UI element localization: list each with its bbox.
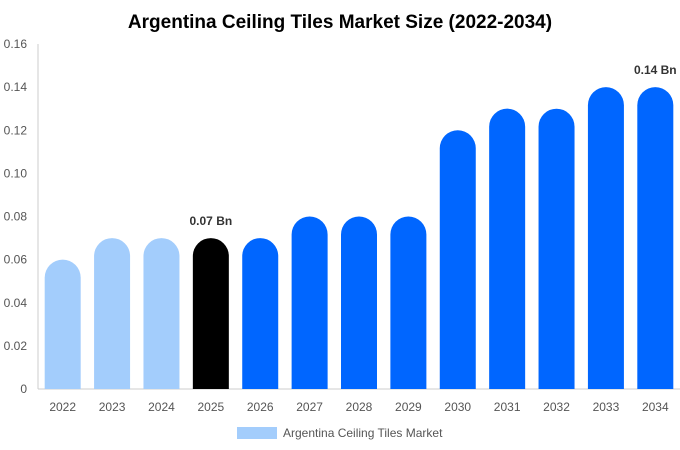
bar-2033[interactable] (587, 87, 624, 389)
data-label-2034: 0.14 Bn (634, 63, 677, 77)
legend-swatch (237, 427, 277, 439)
bars (44, 87, 674, 390)
y-tick-label: 0.04 (4, 296, 28, 310)
bar-2026[interactable] (242, 238, 279, 389)
bar-2028[interactable] (341, 216, 377, 390)
x-tick-label: 2030 (444, 400, 471, 414)
x-axis: 2022 2023 2024 2025 2026 2027 2028 2029 2030 2031… (38, 388, 680, 414)
data-label-2025: 0.07 Bn (190, 214, 233, 228)
y-tick-label: 0.06 (4, 253, 28, 267)
x-tick-label: 2028 (346, 400, 373, 414)
x-tick-label: 2034 (642, 400, 669, 414)
y-tick-label: 0.14 (4, 80, 28, 94)
chart-title: Argentina Ceiling Tiles Market Size (202… (128, 12, 552, 33)
y-tick-label: 0.02 (4, 339, 28, 353)
bar-2022[interactable] (44, 259, 81, 389)
legend-label: Argentina Ceiling Tiles Market (283, 426, 443, 440)
x-tick-label: 2029 (395, 400, 422, 414)
legend[interactable]: Argentina Ceiling Tiles Market (237, 426, 443, 440)
x-tick-label: 2024 (148, 400, 175, 414)
x-tick-label: 2033 (593, 400, 620, 414)
x-tick-label: 2031 (494, 400, 521, 414)
y-tick-label: 0.08 (4, 210, 28, 224)
x-tick-label: 2026 (247, 400, 274, 414)
y-tick-label: 0.12 (4, 123, 28, 137)
bar-2025[interactable] (192, 238, 229, 389)
x-tick-label: 2025 (197, 400, 224, 414)
bar-2031[interactable] (489, 108, 526, 389)
bar-2034[interactable] (637, 87, 674, 389)
y-axis: 0 0.02 0.04 0.06 0.08 0.10 0.12 0.14 0.16 (4, 37, 39, 396)
bar-2023[interactable] (94, 238, 131, 389)
y-tick-label: 0.10 (4, 166, 28, 180)
bar-2027[interactable] (291, 216, 328, 390)
bar-2029[interactable] (390, 216, 427, 390)
data-labels: 0.07 Bn 0.14 Bn (190, 63, 677, 228)
x-tick-label: 2032 (543, 400, 570, 414)
x-tick-label: 2027 (296, 400, 323, 414)
x-tick-label: 2023 (99, 400, 126, 414)
x-tick-label: 2022 (49, 400, 76, 414)
y-tick-label: 0.16 (4, 37, 28, 51)
bar-2024[interactable] (143, 238, 180, 389)
bar-2030[interactable] (439, 130, 476, 390)
bar-2032[interactable] (538, 108, 575, 389)
y-tick-label: 0 (20, 382, 27, 396)
